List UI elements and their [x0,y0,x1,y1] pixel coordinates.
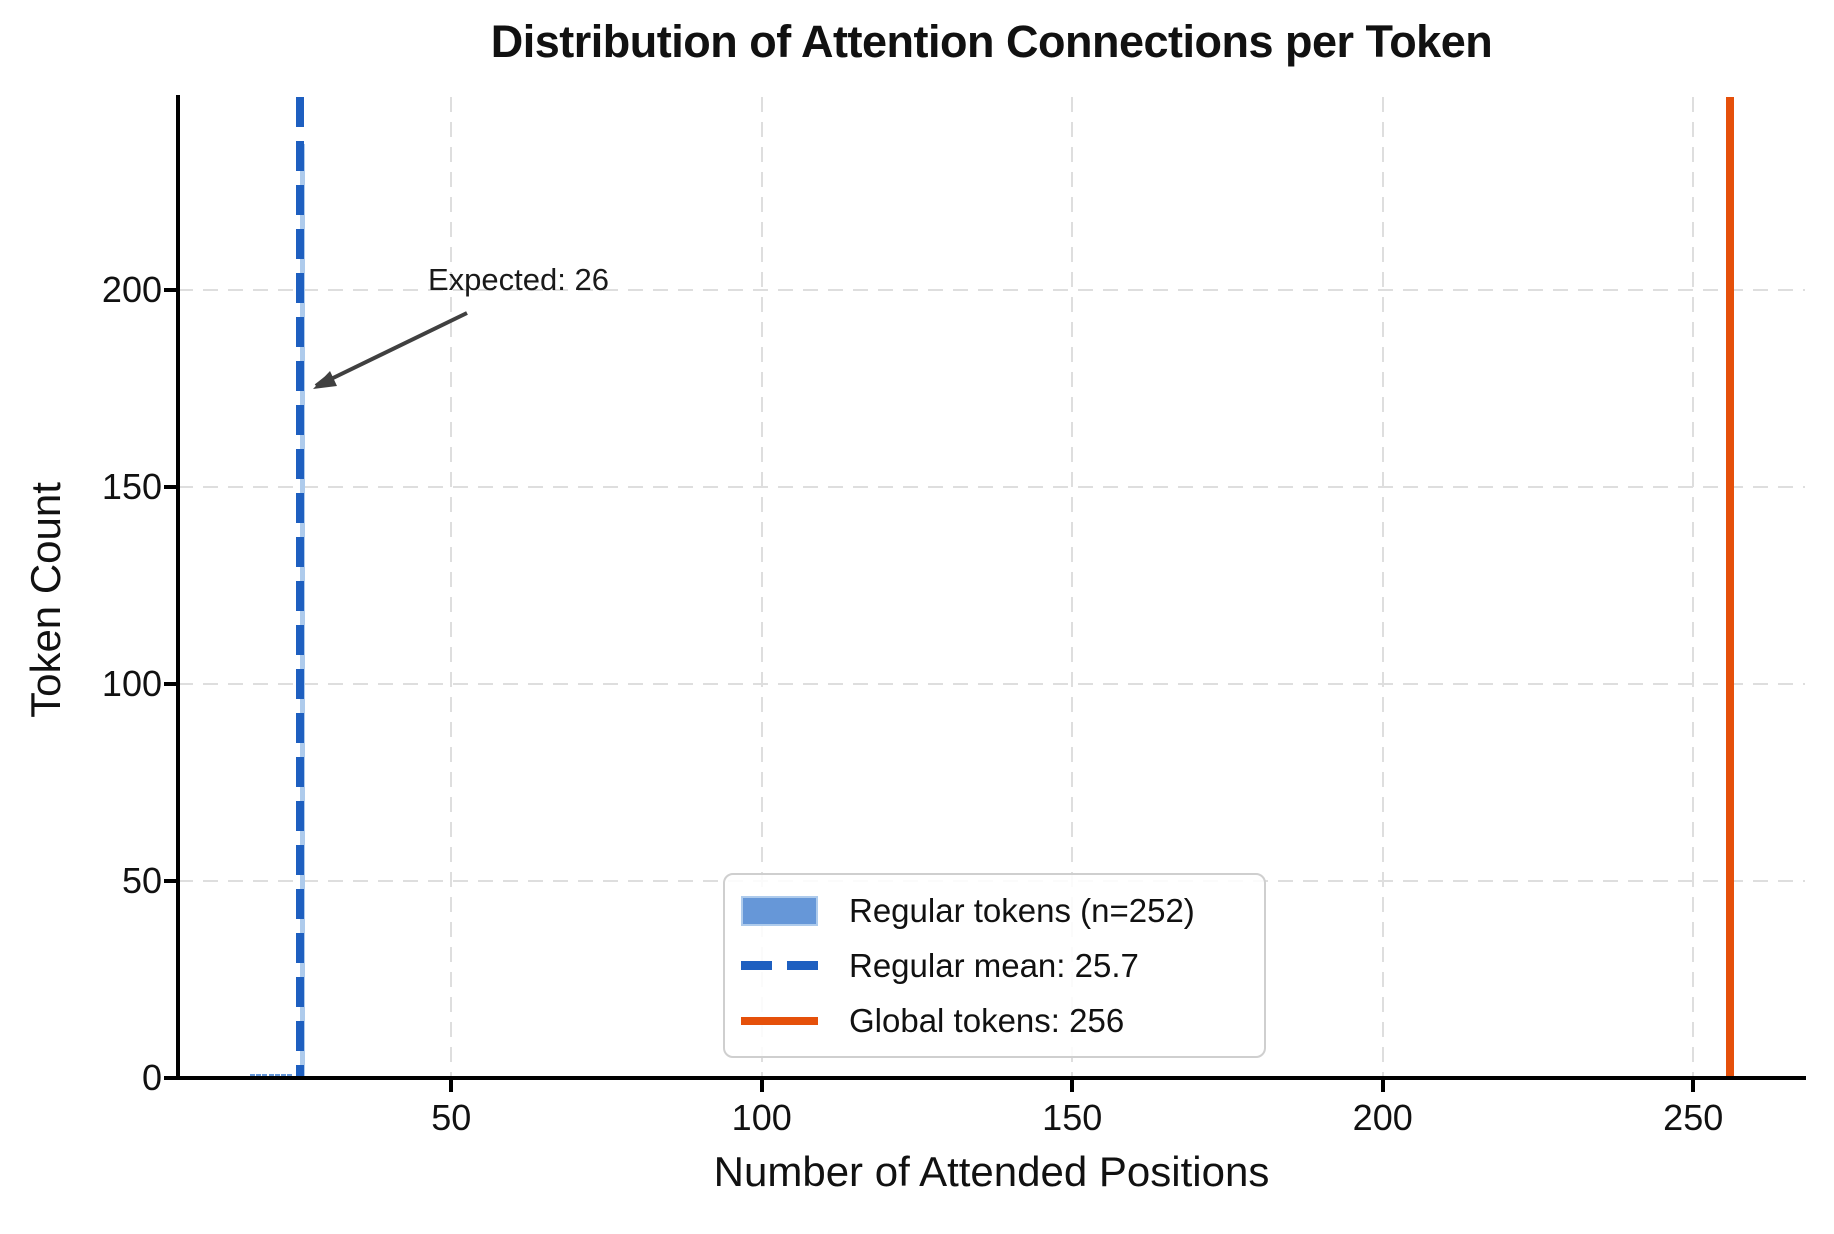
x-tick-label: 250 [1663,1097,1724,1138]
gridline-vertical [450,97,453,1078]
x-axis-label: Number of Attended Positions [713,1148,1270,1195]
x-tick-label: 200 [1352,1097,1413,1138]
y-tick-mark [164,485,178,490]
gridline-horizontal [178,486,1805,489]
gridline-vertical [1381,97,1384,1078]
legend-label-regular-mean: Regular mean: 25.7 [849,946,1139,984]
x-tick-mark [759,1078,764,1092]
y-tick-label: 50 [121,860,162,901]
y-tick-label: 0 [141,1057,162,1098]
y-tick-label: 150 [101,466,162,508]
x-tick-label: 100 [731,1097,792,1138]
chart-title: Distribution of Attention Connections pe… [490,16,1493,67]
annotation-label: Expected: 26 [428,262,609,297]
gridline-horizontal [178,683,1805,686]
regular-mean-line [296,97,305,1078]
y-tick-mark [164,879,178,883]
y-tick-label: 200 [101,269,162,311]
y-axis-spine [176,95,180,1080]
gridline-vertical [760,97,763,1078]
legend-row-regular-tokens: Regular tokens (n=252) [725,883,1264,938]
legend-label-global-tokens: Global tokens: 256 [849,1001,1125,1039]
y-tick-mark [164,682,178,687]
legend-label-regular-tokens: Regular tokens (n=252) [849,891,1195,929]
legend-row-global-tokens: Global tokens: 256 [725,993,1264,1048]
y-tick-mark [164,288,178,293]
x-tick-label: 150 [1042,1097,1103,1138]
legend: Regular tokens (n=252) Regular mean: 25.… [723,873,1266,1058]
y-tick-mark [164,1076,178,1080]
y-tick-label: 100 [101,663,162,705]
legend-swatch-regular-tokens [741,895,818,926]
x-tick-mark [1380,1078,1385,1092]
gridline-horizontal [178,289,1805,292]
x-axis-spine [176,1076,1806,1080]
x-tick-mark [449,1078,454,1092]
x-tick-mark [1070,1078,1075,1092]
gridline-vertical [1071,97,1074,1078]
legend-swatch-regular-mean [741,961,818,970]
gridline-vertical [1692,97,1695,1078]
x-tick-mark [1691,1078,1696,1092]
global-tokens-line [1726,97,1735,1078]
x-tick-label: 50 [431,1097,472,1138]
legend-swatch-global-tokens [741,1016,818,1025]
legend-row-regular-mean: Regular mean: 25.7 [725,938,1264,993]
